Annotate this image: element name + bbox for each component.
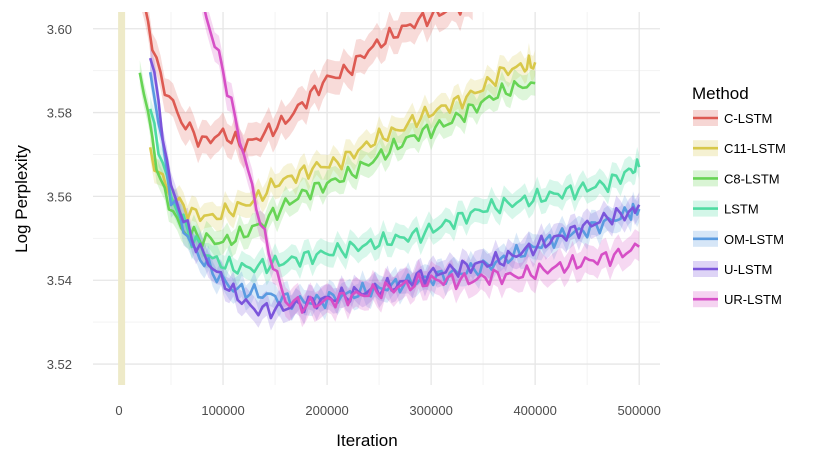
plot-area xyxy=(93,12,660,385)
x-tick-label: 100000 xyxy=(201,403,244,418)
series-line xyxy=(203,12,640,314)
legend-items: C-LSTM C11-LSTM C8-LSTM LSTM OM-LSTM U-LSTM UR… xyxy=(693,110,786,308)
legend-label: UR-LSTM xyxy=(724,292,782,307)
legend: Method C-LSTM C11-LSTM C8-LSTM LSTM OM-LSTM U… xyxy=(692,84,786,308)
x-tick-label: 200000 xyxy=(305,403,348,418)
series-line xyxy=(148,57,641,320)
legend-label: C8-LSTM xyxy=(724,171,780,186)
series-line xyxy=(148,54,537,223)
confidence-band xyxy=(142,12,473,169)
y-tick-label: 3.52 xyxy=(47,357,72,372)
x-tick-label: 500000 xyxy=(617,403,660,418)
confidence-band xyxy=(150,45,640,331)
legend-item: C11-LSTM xyxy=(693,140,786,157)
legend-item: UR-LSTM xyxy=(693,291,782,308)
vertical-reference-band xyxy=(118,12,126,385)
confidence-band xyxy=(150,96,640,286)
series-line xyxy=(148,108,641,275)
x-tick-label: 300000 xyxy=(409,403,452,418)
legend-label: C11-LSTM xyxy=(724,141,786,156)
legend-label: LSTM xyxy=(724,202,759,217)
y-tick-label: 3.56 xyxy=(47,189,72,204)
legend-label: C-LSTM xyxy=(724,111,772,126)
legend-label: OM-LSTM xyxy=(724,232,784,247)
y-tick-label: 3.58 xyxy=(47,106,72,121)
x-tick-label: 400000 xyxy=(513,403,556,418)
x-axis-ticks: 0 100000 200000 300000 400000 500000 xyxy=(115,403,660,418)
y-tick-label: 3.54 xyxy=(47,273,72,288)
series-line xyxy=(138,72,536,248)
legend-item: U-LSTM xyxy=(693,261,772,277)
series-lines xyxy=(138,12,641,320)
y-axis-ticks: 3.52 3.54 3.56 3.58 3.60 xyxy=(47,22,72,372)
legend-title: Method xyxy=(692,84,749,103)
y-tick-label: 3.60 xyxy=(47,22,72,37)
x-tick-label: 0 xyxy=(115,403,122,418)
legend-item: OM-LSTM xyxy=(693,230,784,247)
y-axis-title: Log Perplexity xyxy=(12,145,31,253)
legend-label: U-LSTM xyxy=(724,262,772,277)
legend-item: C8-LSTM xyxy=(693,170,780,187)
x-axis-title: Iteration xyxy=(336,431,397,450)
legend-item: C-LSTM xyxy=(693,110,772,126)
legend-item: LSTM xyxy=(693,200,759,217)
plot-background xyxy=(93,12,660,385)
series-line xyxy=(144,12,463,154)
